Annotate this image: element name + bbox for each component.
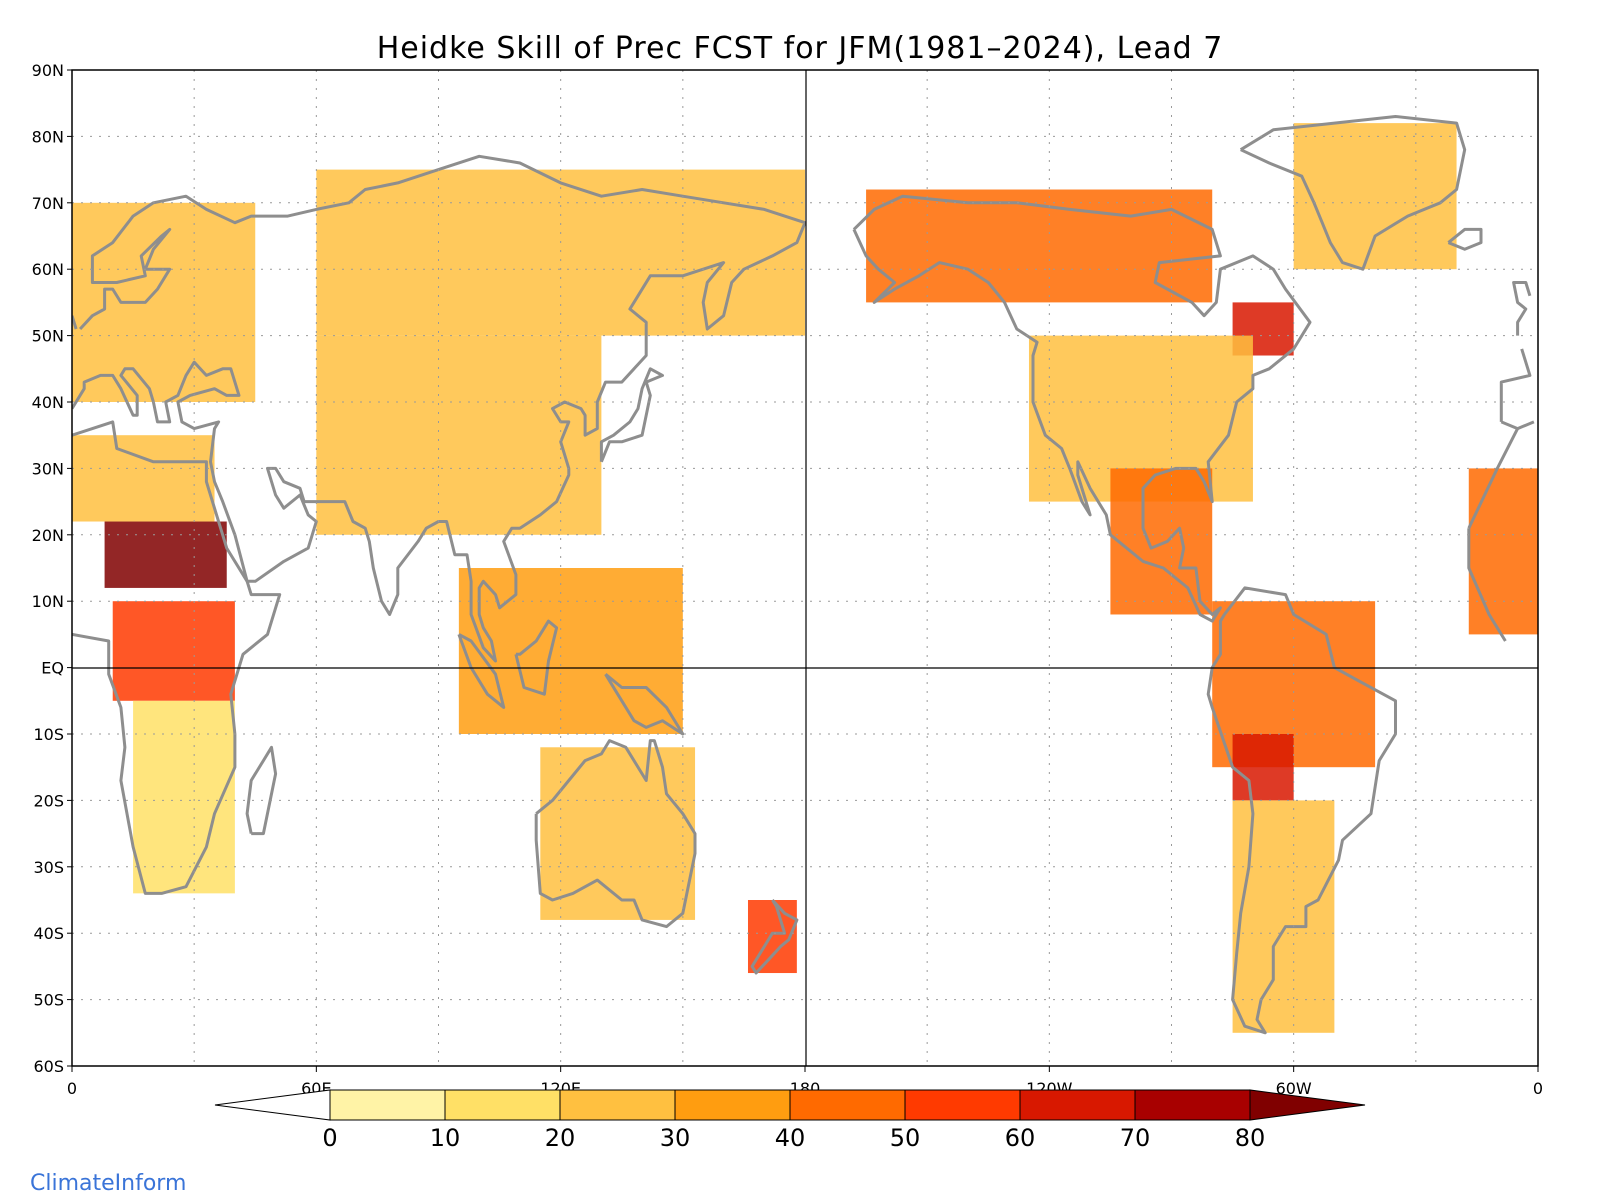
north-america-outline [852,194,1312,623]
new-guinea-outline [604,673,685,736]
skill-region [1232,800,1335,1033]
skill-region [133,700,235,894]
skill-heatmap-layer [72,123,1538,1033]
south-america-outline [1206,586,1397,1035]
colorbar-low-arrow [214,1089,331,1121]
lat-tick-label: 40N [32,393,64,412]
brand-label: ClimateInform [30,1171,186,1196]
greenland-outline [1239,115,1467,271]
colorbar-tick-label: 30 [660,1124,691,1152]
colorbar-tick-label: 50 [890,1124,921,1152]
lat-tick-label: 70N [32,194,64,213]
colorbar-tick-label: 20 [545,1124,576,1152]
lon-tick-label: 0 [1533,1079,1543,1098]
borneo-outline [514,619,559,696]
colorbar-bin [1019,1089,1136,1121]
lat-tick-label: 30S [33,858,64,877]
lat-tick-label: 60S [33,1057,64,1076]
chart-title: Heidke Skill of Prec FCST for JFM(1981–2… [377,31,1224,66]
lat-tick-label: 60N [32,260,64,279]
skill-region [316,335,602,535]
skill-region [1232,734,1294,801]
skill-region [540,747,696,920]
lat-tick-label: 20S [33,791,64,810]
lat-tick-label: 20N [32,526,64,545]
lat-tick-label: 30N [32,459,64,478]
gridlines [72,70,1538,1066]
lon-tick-label: 0 [67,1079,77,1098]
colorbar-tick-label: 80 [1235,1124,1266,1152]
colorbar-tick-label: 0 [322,1124,337,1152]
colorbar-bin [904,1089,1021,1121]
lat-tick-label: 10N [32,592,64,611]
colorbar-bin [444,1089,561,1121]
skill-region [112,601,235,701]
iceland-outline [1447,227,1483,251]
colorbar-tick-label: 60 [1005,1124,1036,1152]
lat-tick-label: 10S [33,725,64,744]
lat-tick-label: 40S [33,924,64,943]
colorbar-bin [1134,1089,1251,1121]
africa-outline [72,420,1519,895]
latitude-axis: 90N 80N 70N 60N 50N 40N 30N 20N 10N EQ 10S 20S 30S 40… [32,61,72,1076]
colorbar-bin [789,1089,906,1121]
colorbar-tick-label: 70 [1120,1124,1151,1152]
lon-tick-label: 60W [1276,1079,1312,1098]
skill-region [316,169,805,336]
skill-region [1293,123,1457,270]
colorbar-tick-label: 10 [430,1124,461,1152]
japan-outline [599,367,664,463]
lat-tick-label: 90N [32,61,64,80]
lat-tick-label: 50S [33,991,64,1010]
lat-tick-label: 80N [32,127,64,146]
lat-tick-label: 50N [32,327,64,346]
skill-region [1468,468,1538,635]
madagascar-outline [245,745,278,836]
colorbar-high-arrow [1249,1089,1366,1121]
lat-tick-label: EQ [41,659,64,678]
skill-region [1110,468,1213,615]
colorbar-tick-label: 40 [775,1124,806,1152]
skill-region [72,435,215,522]
colorbar-bin [329,1089,446,1121]
australia-outline [534,739,697,929]
eurasia-outline [72,154,1535,663]
colorbar: 0 10 20 30 40 50 60 70 80 [214,1089,1366,1152]
skill-region [104,521,227,588]
colorbar-bin [559,1089,676,1121]
colorbar-bin [674,1089,791,1121]
